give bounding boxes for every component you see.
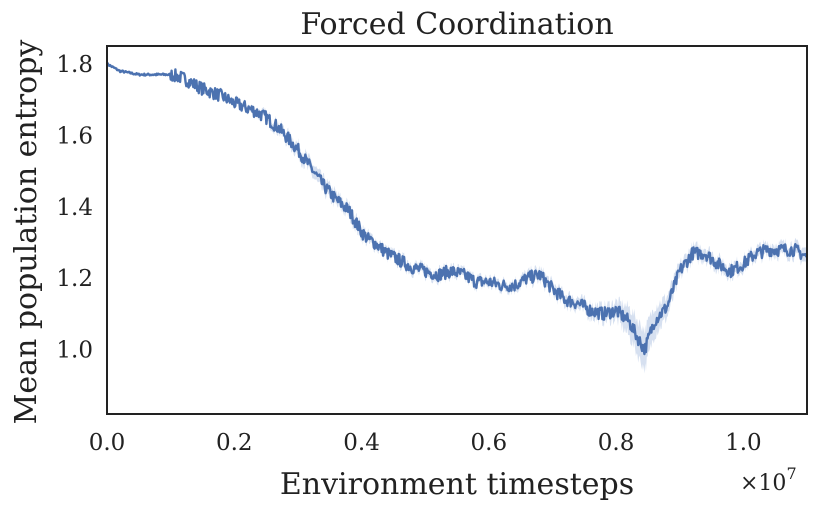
entropy-line [105,62,809,356]
x-tick-label: 0.6 [471,430,508,456]
x-tick-label: 0.2 [216,430,253,456]
x-tick-labels: 0.0 0.2 0.4 0.6 0.8 1.0 [89,430,762,456]
plot-frame [106,45,808,415]
x-tick-label: 0.8 [598,430,635,456]
y-tick-label: 1.2 [56,266,93,292]
y-axis-label: Mean population entropy [9,40,44,425]
y-tick-label: 1.6 [56,123,93,149]
y-tick-labels: 1.0 1.2 1.4 1.6 1.8 [56,52,93,364]
x-axis-label: Environment timesteps [280,467,634,502]
x-tick-label: 1.0 [725,430,762,456]
chart-title: Forced Coordination [300,7,613,42]
y-tick-label: 1.4 [56,195,93,221]
x-axis-multiplier-base: ×10 [740,471,786,496]
series-line-layer [105,62,809,356]
x-tick-label: 0.4 [343,430,380,456]
x-tick-label: 0.0 [89,430,126,456]
y-tick-label: 1.0 [56,338,93,364]
confidence-band-layer [107,62,807,374]
x-axis-multiplier-exponent: 7 [786,464,796,483]
x-axis-multiplier: ×107 [740,464,797,496]
y-tick-label: 1.8 [56,52,93,78]
confidence-band [107,62,807,374]
